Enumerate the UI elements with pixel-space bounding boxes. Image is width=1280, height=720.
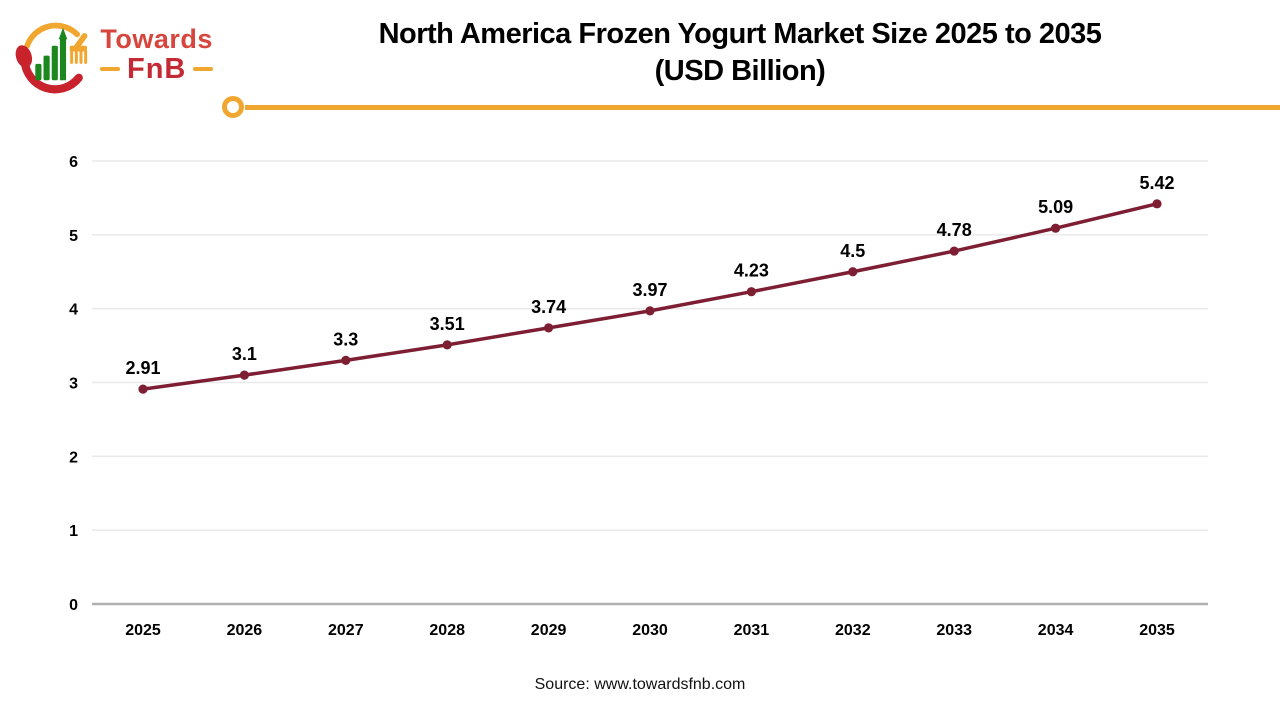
- data-point-label: 3.51: [430, 314, 465, 334]
- y-tick-label: 2: [69, 449, 78, 466]
- data-point-marker: [442, 340, 452, 350]
- logo-dash-left-icon: [100, 67, 120, 71]
- y-tick-label: 4: [69, 302, 78, 319]
- data-point-label: 3.3: [333, 329, 358, 349]
- data-point-marker: [239, 370, 249, 380]
- x-tick-label: 2029: [531, 622, 567, 639]
- data-point-marker: [544, 323, 554, 333]
- data-point-marker: [848, 267, 858, 277]
- data-point-label: 4.78: [937, 220, 972, 240]
- x-tick-label: 2032: [835, 622, 871, 639]
- y-tick-label: 1: [69, 523, 78, 540]
- data-point-marker: [341, 355, 351, 365]
- data-point-marker: [645, 306, 655, 316]
- accent-circle-icon: [222, 96, 244, 118]
- brand-logo: Towards FnB: [14, 8, 229, 100]
- x-tick-label: 2031: [734, 622, 770, 639]
- x-tick-label: 2025: [125, 622, 161, 639]
- page-title-line1: North America Frozen Yogurt Market Size …: [378, 18, 1102, 50]
- accent-line: [245, 104, 1280, 110]
- data-point-label: 2.91: [125, 358, 160, 378]
- y-tick-label: 3: [69, 376, 78, 393]
- page-title-line2: (USD Billion): [654, 55, 826, 87]
- page-title: North America Frozen Yogurt Market Size …: [205, 16, 1275, 90]
- brand-logo-text: Towards FnB: [100, 24, 214, 85]
- data-point-label: 4.23: [734, 261, 769, 281]
- x-tick-label: 2027: [328, 622, 364, 639]
- x-tick-label: 2030: [632, 622, 668, 639]
- data-point-marker: [746, 287, 757, 297]
- data-point-label: 5.09: [1038, 197, 1073, 217]
- source-caption: Source: www.towardsfnb.com: [534, 676, 746, 693]
- data-point-label: 5.42: [1139, 173, 1174, 193]
- data-point-marker: [1051, 223, 1061, 233]
- x-tick-label: 2035: [1139, 622, 1175, 639]
- title-underline-accent: [222, 96, 1280, 118]
- x-tick-label: 2028: [429, 622, 465, 639]
- data-point-label: 4.5: [840, 241, 865, 261]
- data-point-marker: [138, 384, 148, 394]
- x-tick-label: 2034: [1038, 622, 1074, 639]
- logo-dash-right-icon: [193, 67, 214, 71]
- y-tick-label: 0: [69, 597, 78, 614]
- x-tick-label: 2033: [936, 622, 972, 639]
- data-point-marker: [1152, 199, 1162, 209]
- brand-name-bottom: FnB: [127, 53, 187, 85]
- data-point-label: 3.74: [531, 297, 566, 317]
- data-point-label: 3.97: [632, 280, 667, 300]
- y-tick-label: 5: [69, 228, 78, 245]
- y-tick-label: 6: [69, 154, 78, 171]
- towards-fnb-logo-icon: [15, 22, 88, 94]
- brand-name-top: Towards: [100, 24, 213, 54]
- data-point-label: 3.1: [232, 344, 257, 364]
- market-size-line-chart: 0 1 2 3 4 5 6 2025 2026 2027 2028 2029 2030 2031 2032 2…: [69, 154, 1208, 639]
- x-tick-label: 2026: [227, 622, 263, 639]
- data-point-marker: [949, 246, 959, 256]
